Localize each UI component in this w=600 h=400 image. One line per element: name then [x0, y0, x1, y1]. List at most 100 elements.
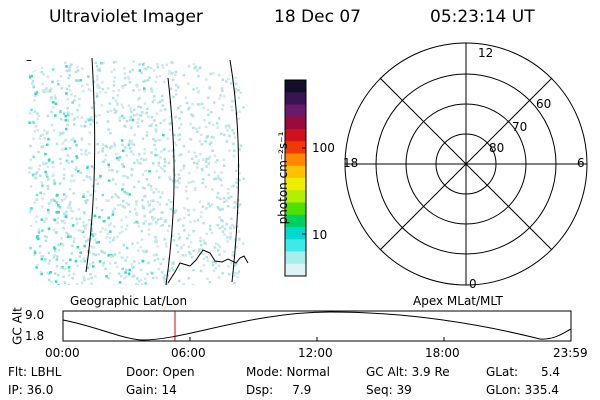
emission-pixel [60, 87, 64, 90]
emission-pixel [169, 178, 172, 181]
emission-pixel [227, 265, 230, 268]
emission-pixel [211, 188, 214, 191]
emission-pixel [125, 119, 129, 123]
emission-pixel [234, 82, 238, 86]
emission-pixel [84, 199, 87, 203]
emission-pixel [131, 118, 135, 122]
emission-pixel [87, 75, 90, 78]
emission-pixel [83, 124, 87, 128]
emission-pixel [60, 219, 64, 223]
emission-pixel [238, 110, 241, 113]
emission-pixel [137, 180, 140, 183]
emission-pixel [101, 160, 105, 164]
emission-pixel [46, 75, 50, 78]
glat-info: GLat: 5.4 [486, 365, 561, 379]
emission-pixel [161, 167, 164, 171]
emission-pixel [225, 199, 229, 202]
emission-pixel [178, 133, 182, 136]
emission-pixel [139, 157, 143, 160]
emission-pixel [47, 278, 51, 282]
emission-pixel [131, 68, 134, 72]
seq-info: Seq: 39 [366, 383, 412, 397]
emission-pixel [170, 234, 174, 237]
emission-pixel [103, 220, 106, 223]
emission-pixel [188, 106, 191, 110]
emission-pixel [63, 281, 66, 284]
emission-pixel [38, 251, 42, 254]
emission-pixel [66, 119, 70, 122]
emission-pixel [118, 231, 122, 235]
emission-pixel [92, 120, 95, 124]
emission-pixel [90, 282, 93, 285]
emission-pixel [86, 238, 90, 241]
emission-pixel [170, 200, 173, 204]
emission-pixel [35, 60, 38, 64]
emission-pixel [121, 188, 124, 191]
emission-pixel [113, 207, 116, 210]
emission-pixel [201, 178, 205, 181]
emission-pixel [129, 107, 133, 110]
emission-pixel [54, 231, 58, 235]
emission-pixel [101, 150, 104, 153]
emission-pixel [178, 117, 181, 120]
emission-pixel [229, 261, 233, 265]
emission-pixel [52, 173, 55, 176]
emission-pixel [101, 143, 105, 146]
door-info: Door: Open [126, 365, 195, 379]
emission-pixel [191, 103, 194, 106]
emission-pixel [101, 147, 105, 150]
emission-pixel [109, 222, 113, 225]
emission-pixel [147, 204, 151, 207]
emission-pixel [79, 79, 82, 82]
emission-pixel [174, 70, 178, 74]
emission-pixel [139, 278, 143, 282]
timeline-x-tick: 18:00 [425, 346, 460, 360]
emission-pixel [41, 62, 45, 65]
emission-pixel [96, 75, 99, 78]
emission-pixel [89, 123, 92, 126]
emission-pixel [85, 175, 89, 178]
emission-pixel [133, 113, 136, 117]
emission-pixel [51, 80, 54, 84]
emission-pixel [109, 109, 113, 113]
emission-pixel [215, 122, 219, 125]
emission-pixel [180, 110, 183, 114]
emission-pixel [106, 87, 110, 90]
emission-pixel [137, 105, 140, 108]
emission-pixel [122, 183, 125, 186]
emission-pixel [54, 272, 57, 275]
emission-pixel [137, 118, 140, 121]
altitude-curve [62, 311, 572, 341]
emission-pixel [88, 175, 91, 179]
emission-pixel [184, 254, 187, 257]
colorbar-segment [285, 116, 306, 130]
emission-pixel [228, 272, 231, 276]
emission-pixel [73, 99, 76, 102]
emission-pixel [40, 63, 44, 67]
emission-pixel [70, 179, 73, 183]
emission-pixel [62, 275, 65, 279]
meridian-line [85, 57, 96, 273]
emission-pixel [55, 201, 58, 204]
emission-pixel [47, 208, 50, 212]
colorbar-segment [285, 227, 306, 240]
emission-pixel [46, 271, 49, 275]
emission-pixel [187, 213, 191, 217]
emission-pixel [153, 143, 156, 147]
emission-pixel [82, 221, 85, 224]
emission-pixel [218, 245, 222, 249]
emission-pixel [174, 115, 177, 119]
emission-pixel [81, 84, 84, 88]
emission-pixel [123, 72, 127, 75]
emission-pixel [167, 161, 171, 165]
emission-pixel [28, 73, 32, 77]
emission-pixel [41, 205, 44, 208]
emission-pixel [156, 62, 159, 66]
emission-pixel [233, 274, 237, 277]
emission-pixel [174, 73, 177, 76]
emission-pixel [148, 124, 151, 128]
emission-pixel [214, 177, 218, 180]
emission-pixel [84, 240, 88, 243]
emission-pixel [173, 179, 176, 182]
emission-pixel [225, 80, 228, 83]
